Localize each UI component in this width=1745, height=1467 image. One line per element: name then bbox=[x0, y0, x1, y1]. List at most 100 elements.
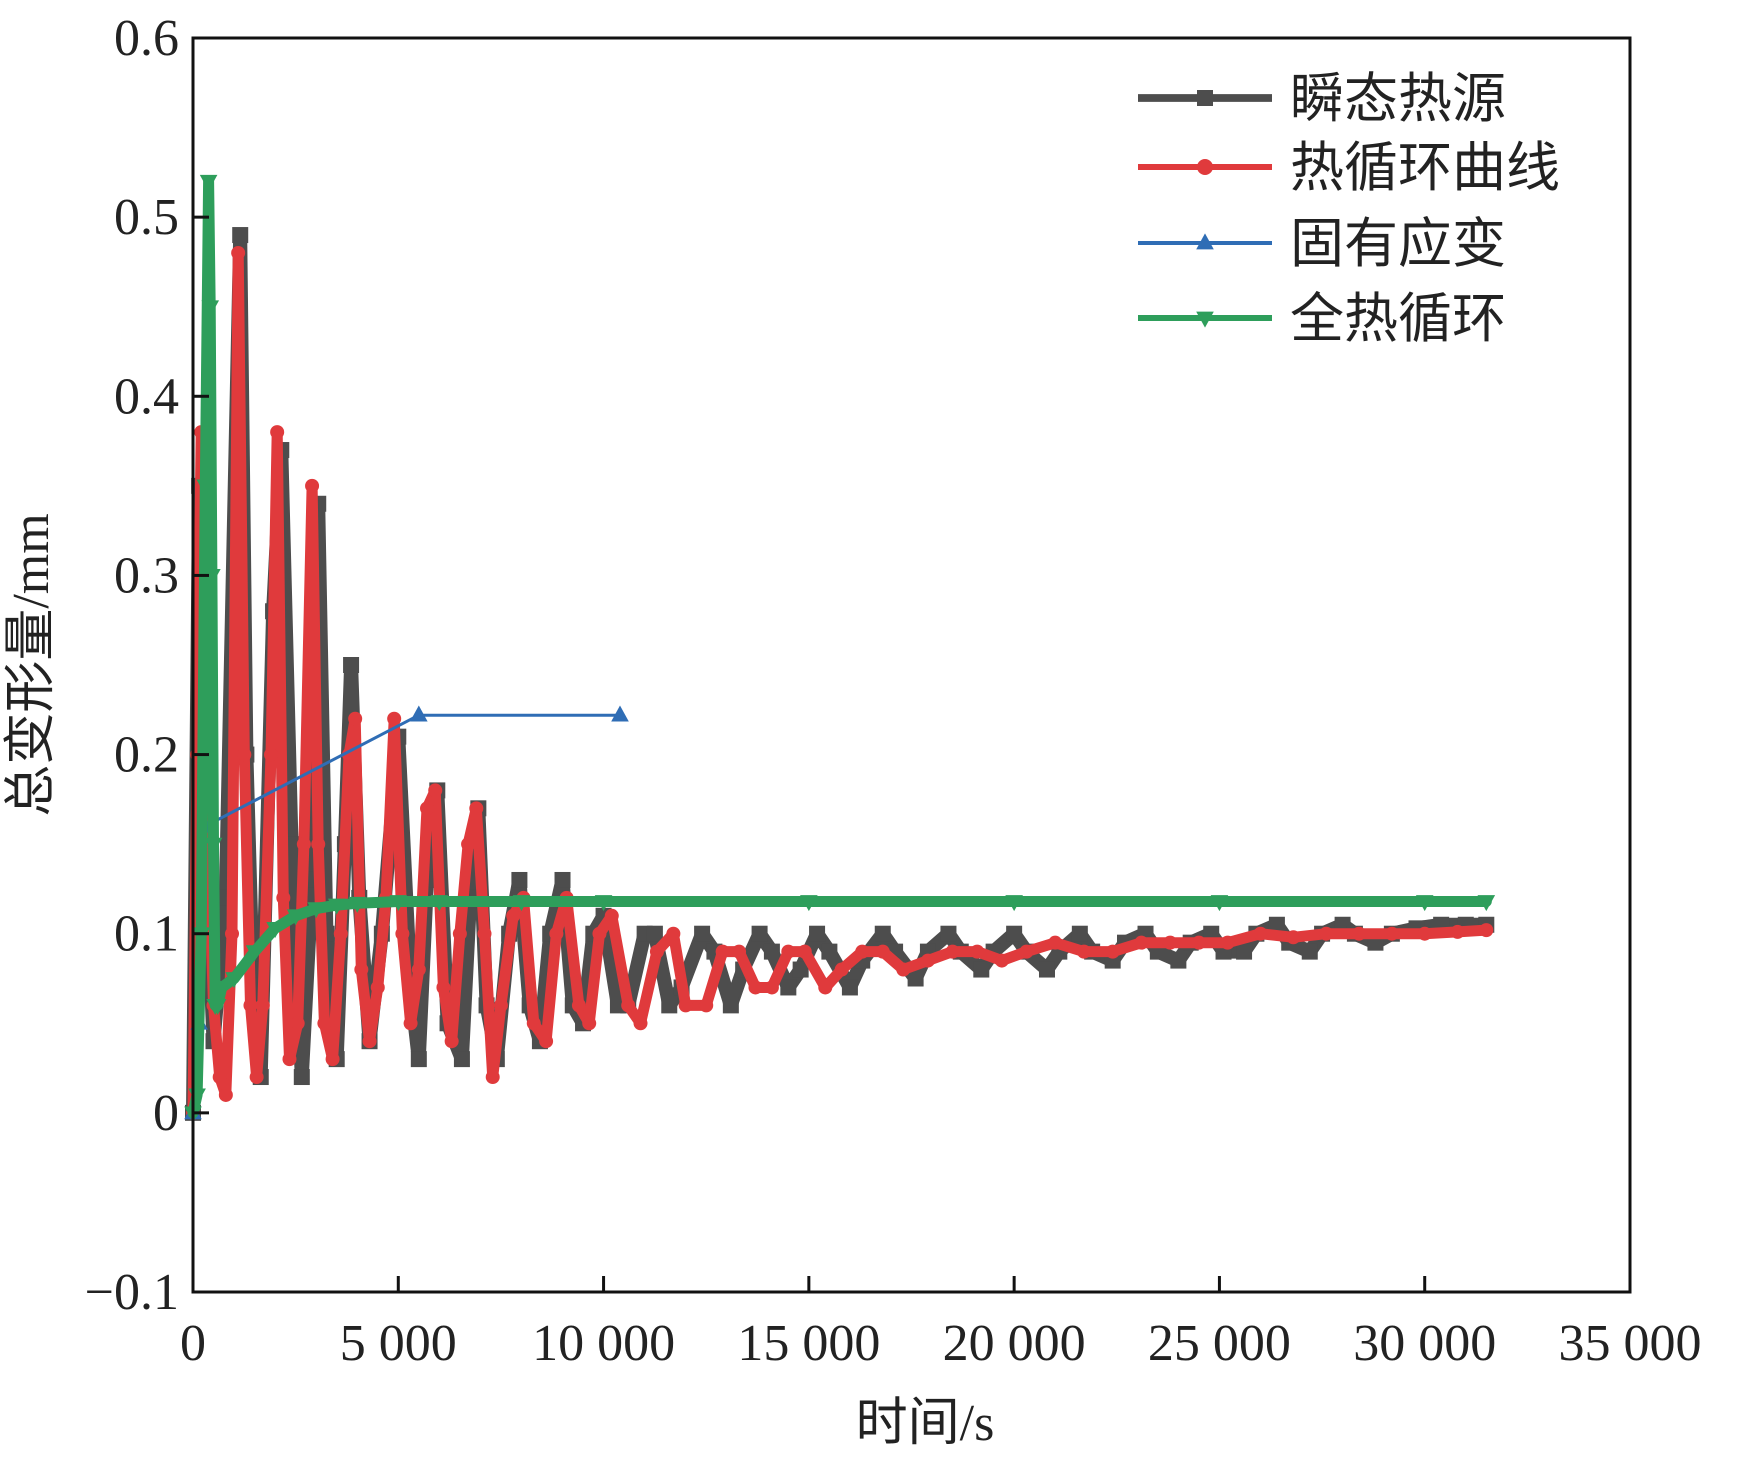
legend-label: 瞬态热源 bbox=[1290, 69, 1506, 129]
legend-label: 全热循环 bbox=[1290, 289, 1506, 349]
data-point bbox=[296, 837, 311, 852]
data-point bbox=[1301, 943, 1318, 960]
data-point bbox=[208, 998, 227, 1015]
data-point bbox=[231, 245, 246, 260]
data-point bbox=[611, 705, 629, 722]
x-tick-label: 30 000 bbox=[1353, 1315, 1496, 1372]
series-2 bbox=[186, 245, 1494, 1120]
data-point bbox=[1191, 935, 1206, 950]
data-point bbox=[348, 896, 367, 913]
ticks-layer: 0 5 000 10 000 15 000 20 000 25 000 30 000 35 0… bbox=[85, 10, 1702, 1372]
data-point bbox=[1477, 895, 1496, 912]
data-point bbox=[1286, 930, 1301, 945]
data-point bbox=[255, 998, 270, 1013]
data-point bbox=[325, 1052, 340, 1067]
data-point bbox=[225, 926, 240, 941]
data-point bbox=[1006, 925, 1023, 942]
data-point bbox=[1417, 926, 1432, 941]
data-point bbox=[1170, 952, 1187, 969]
data-point bbox=[317, 1016, 332, 1031]
data-point bbox=[763, 943, 780, 960]
y-axis-title: 总变形量/mm bbox=[3, 513, 60, 816]
data-point bbox=[270, 425, 285, 440]
data-point bbox=[395, 926, 410, 941]
data-point bbox=[293, 1069, 310, 1086]
y-tick-label: 0.4 bbox=[114, 368, 179, 425]
data-point bbox=[1071, 925, 1088, 942]
data-point bbox=[526, 1016, 541, 1031]
data-point bbox=[477, 926, 492, 941]
data-point bbox=[249, 1070, 264, 1085]
data-point bbox=[1236, 943, 1253, 960]
data-point bbox=[764, 980, 779, 995]
data-point bbox=[452, 926, 467, 941]
data-point bbox=[592, 926, 607, 941]
data-point bbox=[554, 871, 571, 888]
data-point bbox=[469, 801, 484, 816]
data-point bbox=[896, 962, 911, 977]
data-point bbox=[781, 944, 796, 959]
series-layer bbox=[184, 174, 1496, 1123]
data-point bbox=[594, 895, 613, 912]
data-point bbox=[970, 944, 985, 959]
data-point bbox=[582, 1016, 597, 1031]
data-point bbox=[403, 1016, 418, 1031]
data-point bbox=[678, 998, 693, 1013]
data-point bbox=[203, 569, 221, 586]
data-point bbox=[266, 921, 284, 938]
data-point bbox=[809, 925, 826, 942]
data-point bbox=[1048, 935, 1063, 950]
data-point bbox=[444, 1034, 459, 1049]
data-point bbox=[225, 972, 243, 989]
data-point bbox=[907, 970, 924, 987]
data-point bbox=[387, 711, 402, 726]
data-point bbox=[1268, 916, 1285, 933]
data-point bbox=[649, 944, 664, 959]
data-point bbox=[792, 961, 809, 978]
data-point bbox=[855, 944, 870, 959]
data-point bbox=[436, 980, 451, 995]
data-point bbox=[327, 898, 346, 915]
data-point bbox=[282, 1052, 297, 1067]
data-point bbox=[245, 945, 264, 962]
data-point bbox=[506, 908, 521, 923]
data-point bbox=[411, 962, 426, 977]
data-point bbox=[237, 747, 252, 762]
data-point bbox=[204, 837, 223, 854]
data-point bbox=[276, 890, 291, 905]
data-point bbox=[797, 944, 812, 959]
data-point bbox=[940, 925, 957, 942]
plot-frame bbox=[191, 36, 1632, 1294]
x-tick-label: 10 000 bbox=[532, 1315, 675, 1372]
y-tick-label: 0.2 bbox=[114, 727, 179, 784]
data-point bbox=[212, 981, 231, 998]
series-line bbox=[187, 247, 1492, 1119]
data-point bbox=[715, 944, 730, 959]
legend-marker bbox=[1196, 311, 1214, 328]
data-point bbox=[571, 998, 586, 1013]
data-point bbox=[1253, 926, 1268, 941]
legend-label: 热循环曲线 bbox=[1290, 138, 1560, 198]
x-tick-label: 0 bbox=[180, 1315, 206, 1372]
data-point bbox=[511, 871, 528, 888]
data-point bbox=[286, 909, 305, 926]
data-point bbox=[305, 478, 320, 493]
data-point bbox=[1352, 926, 1367, 941]
data-point bbox=[343, 657, 360, 673]
data-point bbox=[1210, 895, 1229, 912]
x-tick-label: 35 000 bbox=[1559, 1315, 1702, 1372]
data-point bbox=[973, 961, 990, 978]
data-point bbox=[290, 1016, 305, 1031]
data-point bbox=[428, 783, 443, 798]
data-point bbox=[453, 1051, 470, 1068]
data-point bbox=[841, 979, 858, 996]
data-point bbox=[196, 479, 215, 496]
data-point bbox=[1384, 926, 1399, 941]
data-point bbox=[307, 902, 325, 919]
data-point bbox=[362, 1034, 377, 1049]
x-tick-label: 5 000 bbox=[340, 1315, 457, 1372]
data-point bbox=[212, 1070, 227, 1085]
data-point bbox=[621, 998, 636, 1013]
data-point bbox=[818, 980, 833, 995]
